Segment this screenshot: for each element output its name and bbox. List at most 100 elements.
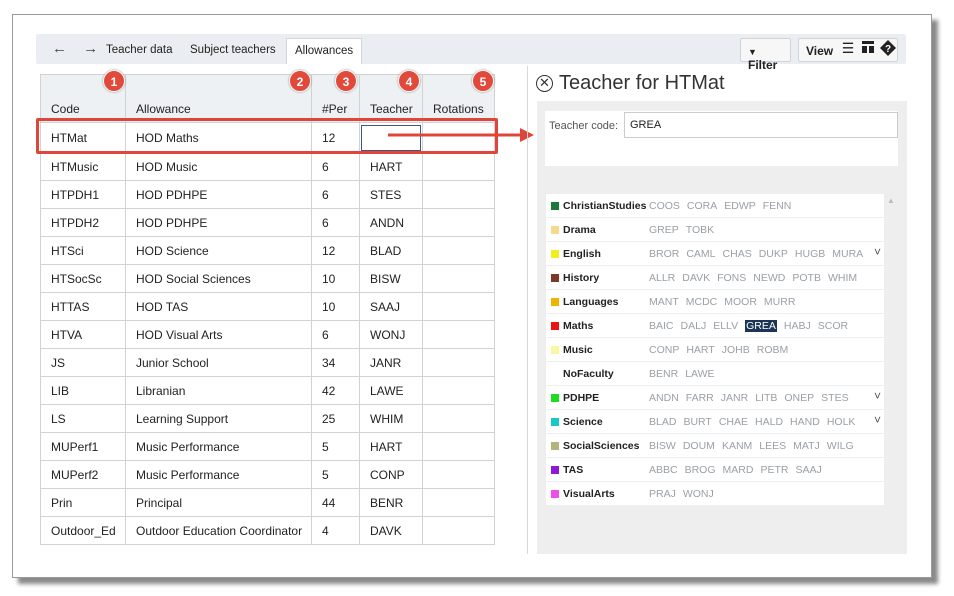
teacher-code[interactable]: BAIC (649, 320, 674, 332)
cell-per[interactable]: 42 (311, 376, 360, 405)
teacher-code[interactable]: HOLK (826, 416, 856, 428)
teacher-code[interactable]: EDWP (724, 200, 756, 212)
table-row[interactable]: JS Junior School 34 JANR (40, 348, 495, 377)
teacher-code[interactable]: WILG (826, 440, 854, 452)
teacher-code[interactable]: JOHB (721, 344, 750, 356)
table-row[interactable]: HTSci HOD Science 12 BLAD (40, 236, 495, 265)
teacher-code[interactable]: DOUM (682, 440, 715, 452)
teacher-code[interactable]: TOBK (685, 224, 715, 236)
teacher-code[interactable]: HALD (755, 416, 784, 428)
teacher-code[interactable]: WHIM (827, 272, 858, 284)
teacher-code[interactable]: JANR (720, 392, 749, 404)
teacher-code[interactable]: FENN (762, 200, 792, 212)
teacher-code[interactable]: BENR (649, 368, 679, 380)
cell-allowance[interactable]: Learning Support (125, 404, 312, 433)
cell-per[interactable]: 10 (311, 264, 360, 293)
teacher-code[interactable]: LEES (759, 440, 787, 452)
cell-teacher[interactable]: WONJ (359, 320, 423, 349)
cell-per[interactable]: 12 (311, 236, 360, 265)
teacher-code-input[interactable]: GREA (624, 112, 898, 138)
teacher-code[interactable]: ALLR (649, 272, 676, 284)
cell-rotations[interactable] (422, 208, 495, 237)
cell-rotations[interactable] (422, 460, 495, 489)
teacher-code[interactable]: MOOR (724, 296, 757, 308)
table-row[interactable]: LIB Libranian 42 LAWE (40, 376, 495, 405)
teacher-code[interactable]: GREP (649, 224, 679, 236)
teacher-code-selected[interactable]: GREA (745, 320, 777, 332)
cell-rotations[interactable] (422, 348, 495, 377)
teacher-code[interactable]: HUGB (794, 248, 826, 260)
table-row[interactable]: LS Learning Support 25 WHIM (40, 404, 495, 433)
cell-per[interactable]: 5 (311, 460, 360, 489)
cell-code[interactable]: Outdoor_Ed (40, 516, 126, 545)
close-icon[interactable]: ✕ (536, 75, 553, 92)
teacher-code[interactable]: ONEP (784, 392, 815, 404)
teacher-code[interactable]: DAVK (682, 272, 711, 284)
teacher-code[interactable]: FONS (717, 272, 747, 284)
teacher-code[interactable]: MURA (832, 248, 864, 260)
column-header-teacher[interactable]: Teacher (359, 74, 423, 123)
table-row[interactable]: HTMusic HOD Music 6 HART (40, 152, 495, 181)
teacher-code[interactable]: MARD (722, 464, 754, 476)
cell-per[interactable]: 6 (311, 320, 360, 349)
cell-per[interactable]: 6 (311, 180, 360, 209)
table-row[interactable]: MUPerf2 Music Performance 5 CONP (40, 460, 495, 489)
table-row[interactable]: HTTAS HOD TAS 10 SAAJ (40, 292, 495, 321)
cell-code[interactable]: LIB (40, 376, 126, 405)
teacher-code[interactable]: CORA (686, 200, 718, 212)
cell-code[interactable]: HTMat (40, 122, 126, 153)
teacher-code[interactable]: COOS (649, 200, 680, 212)
cell-allowance[interactable]: HOD Social Sciences (125, 264, 312, 293)
list-view-icon[interactable]: ☰ (841, 40, 855, 56)
tab-teacher-data[interactable]: Teacher data (106, 44, 173, 56)
teacher-code[interactable]: PETR (760, 464, 789, 476)
teacher-code[interactable]: KANM (721, 440, 753, 452)
teacher-code[interactable]: BLAD (649, 416, 677, 428)
cell-teacher[interactable]: SAAJ (359, 292, 423, 321)
table-row[interactable]: HTSocSc HOD Social Sciences 10 BISW (40, 264, 495, 293)
cell-allowance[interactable]: Junior School (125, 348, 312, 377)
teacher-code[interactable]: BISW (649, 440, 676, 452)
cell-teacher[interactable]: LAWE (359, 376, 423, 405)
teacher-code[interactable]: MATJ (793, 440, 820, 452)
cell-code[interactable]: HTPDH2 (40, 208, 126, 237)
teacher-code[interactable]: WONJ (682, 488, 714, 500)
teacher-code[interactable]: ABBC (649, 464, 678, 476)
cell-allowance[interactable]: HOD TAS (125, 292, 312, 321)
teacher-code[interactable]: HABJ (783, 320, 811, 332)
table-row[interactable]: HTMat HOD Maths 12 (40, 122, 495, 153)
table-row[interactable]: HTPDH2 HOD PDHPE 6 ANDN (40, 208, 495, 237)
cell-allowance[interactable]: Libranian (125, 376, 312, 405)
teacher-code[interactable]: STES (821, 392, 849, 404)
teacher-code[interactable]: CAML (686, 248, 716, 260)
teacher-code[interactable]: ANDN (649, 392, 679, 404)
teacher-code[interactable]: SCOR (817, 320, 849, 332)
table-row[interactable]: MUPerf1 Music Performance 5 HART (40, 432, 495, 461)
cell-rotations[interactable] (422, 292, 495, 321)
cell-per[interactable]: 6 (311, 208, 360, 237)
teacher-code[interactable]: MCDC (685, 296, 718, 308)
cell-per[interactable]: 10 (311, 292, 360, 321)
cell-rotations[interactable] (422, 320, 495, 349)
cell-teacher[interactable]: STES (359, 180, 423, 209)
teacher-code[interactable]: BURT (683, 416, 712, 428)
teacher-code[interactable]: DUKP (758, 248, 788, 260)
back-forward-icons[interactable]: ← → (52, 40, 105, 57)
scroll-up-icon[interactable]: ▲ (887, 196, 895, 205)
teacher-code[interactable]: HART (686, 344, 715, 356)
cell-rotations[interactable] (422, 152, 495, 181)
cell-teacher[interactable]: JANR (359, 348, 423, 377)
cell-teacher[interactable]: ANDN (359, 208, 423, 237)
cell-rotations[interactable] (422, 180, 495, 209)
cell-teacher[interactable]: BISW (359, 264, 423, 293)
cell-code[interactable]: LS (40, 404, 126, 433)
cell-allowance[interactable]: HOD Music (125, 152, 312, 181)
cell-rotations[interactable] (422, 236, 495, 265)
chevron-down-icon[interactable]: ˅ (873, 245, 881, 259)
teacher-code[interactable]: ROBM (756, 344, 789, 356)
cell-allowance[interactable]: HOD Science (125, 236, 312, 265)
cell-teacher[interactable]: WHIM (359, 404, 423, 433)
table-row[interactable]: HTPDH1 HOD PDHPE 6 STES (40, 180, 495, 209)
teacher-code[interactable]: PRAJ (649, 488, 676, 500)
cell-teacher[interactable]: BLAD (359, 236, 423, 265)
